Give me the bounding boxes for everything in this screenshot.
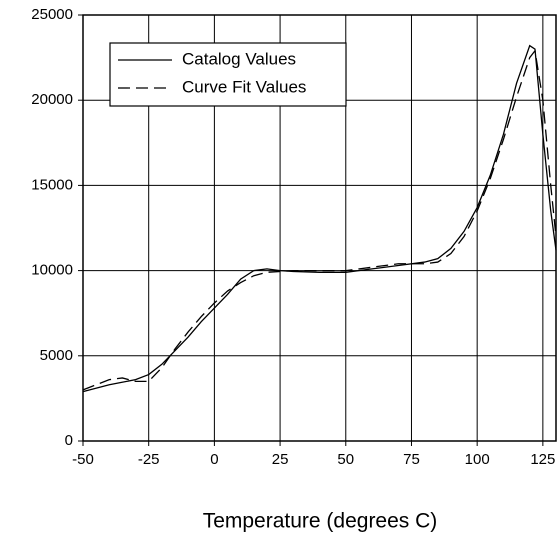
- y-tick-label: 0: [65, 432, 73, 449]
- x-tick-label: 0: [210, 451, 218, 468]
- x-axis-label: Temperature (degrees C): [203, 510, 438, 533]
- line-series: [82, 44, 557, 393]
- legend-label: Curve Fit Values: [182, 77, 306, 96]
- y-tick-label: 5000: [40, 347, 73, 364]
- y-tick-label: 10000: [31, 262, 73, 279]
- legend-box: [109, 42, 347, 107]
- y-tick-label: 15000: [31, 176, 73, 193]
- line-series: [82, 49, 557, 391]
- y-tick-label: 25000: [31, 6, 73, 23]
- legend-label: Catalog Values: [182, 49, 296, 68]
- plot-frame: [82, 14, 557, 442]
- x-tick-label: -25: [138, 451, 160, 468]
- x-tick-label: 25: [272, 451, 289, 468]
- x-tick-label: 50: [337, 451, 354, 468]
- x-tick-label: 125: [530, 451, 555, 468]
- x-tick-label: 75: [403, 451, 420, 468]
- x-tick-label: 100: [465, 451, 490, 468]
- y-tick-label: 20000: [31, 91, 73, 108]
- x-tick-label: -50: [72, 451, 94, 468]
